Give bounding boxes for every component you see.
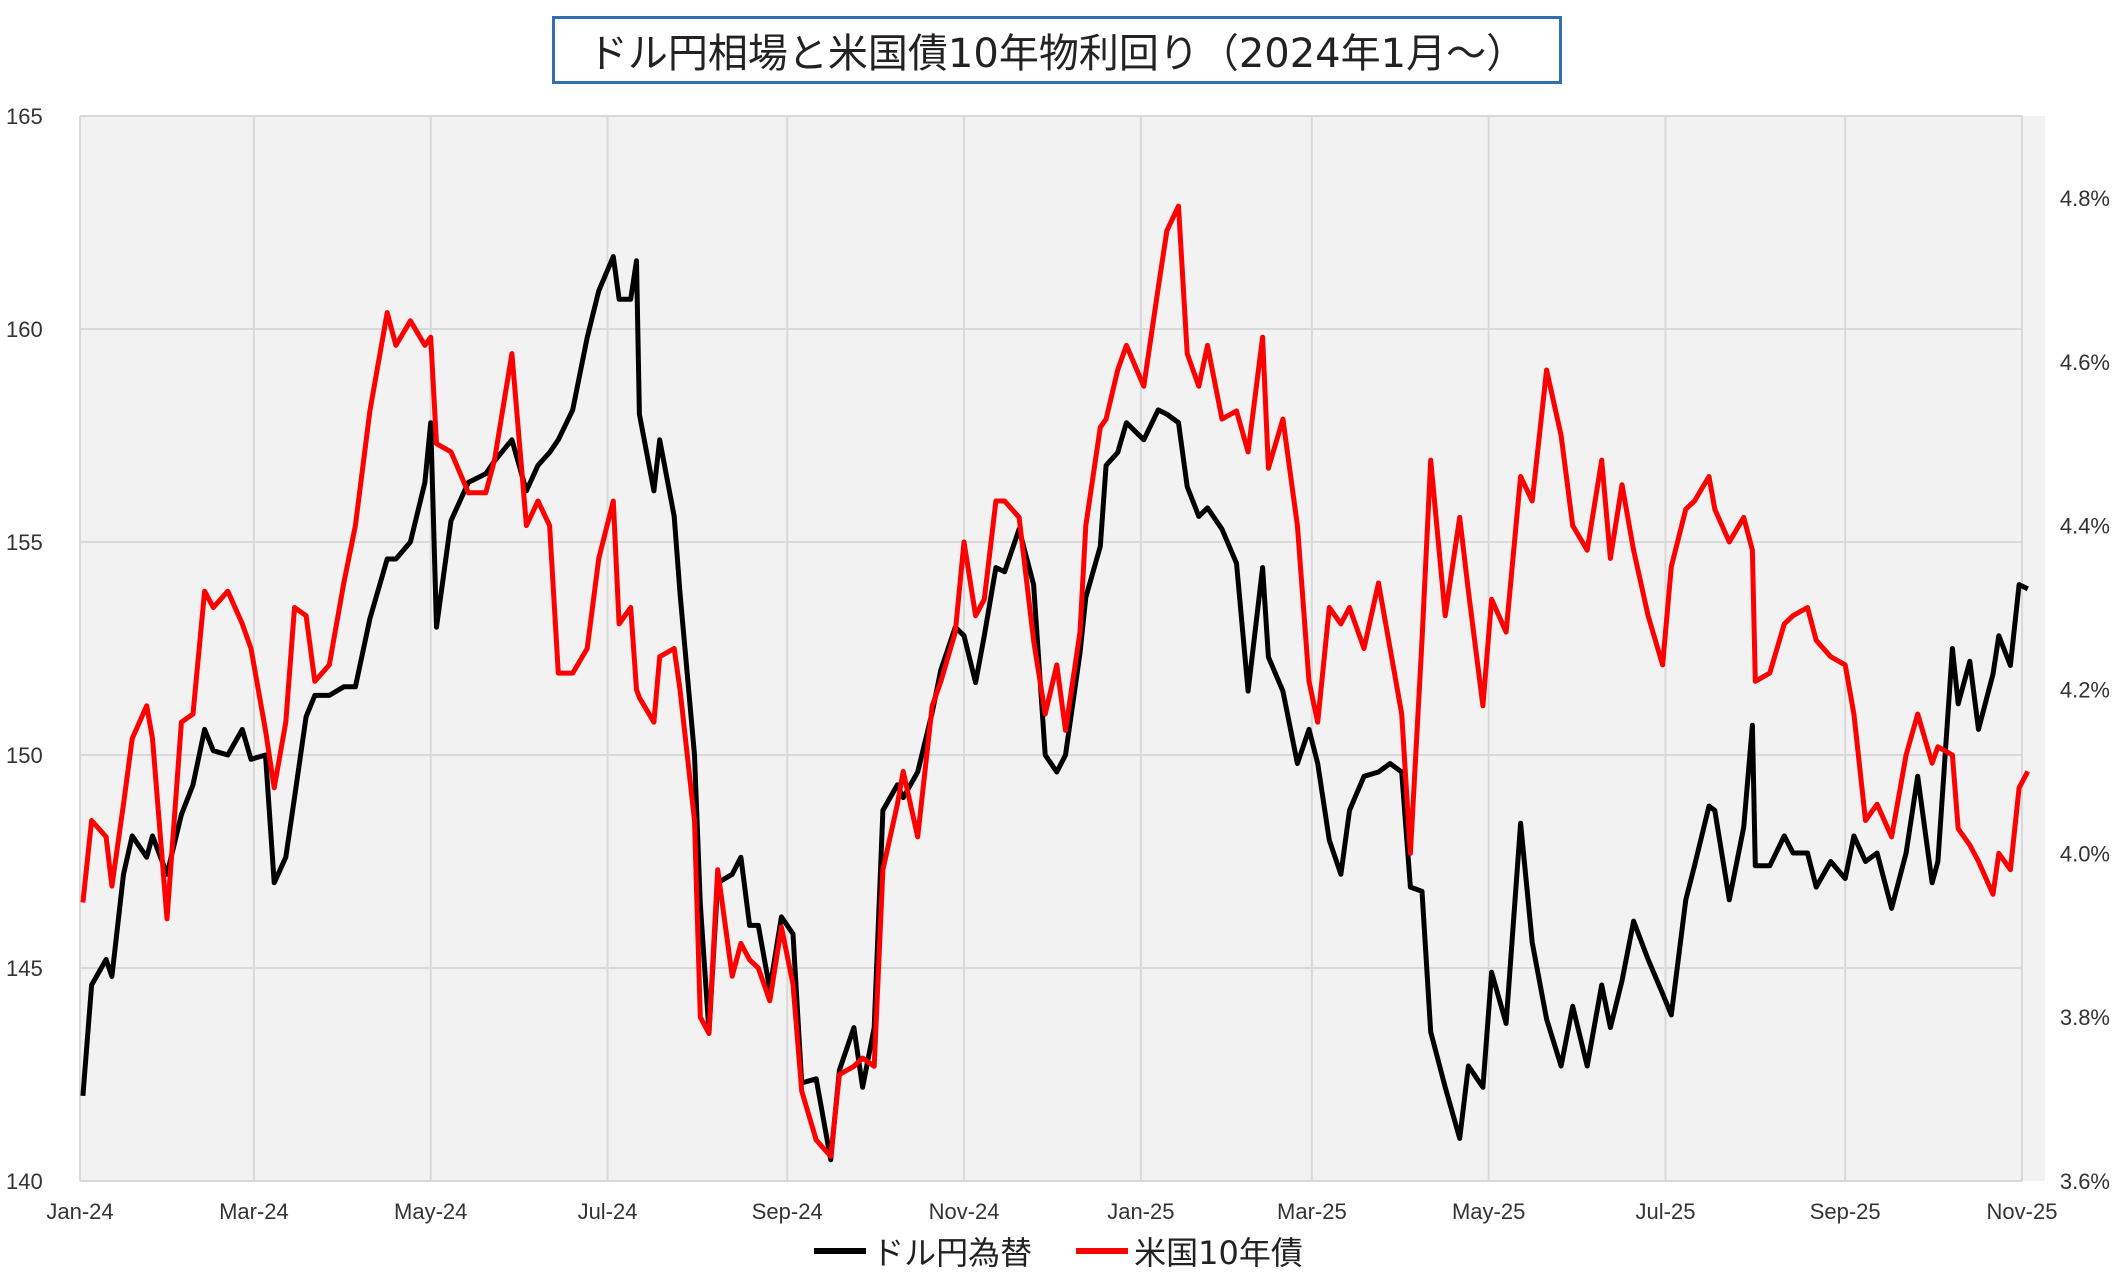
x-tick-label: Jul-25 — [1636, 1199, 1696, 1224]
y-left-tick-label: 165 — [6, 104, 43, 129]
y-right-tick-label: 4.4% — [2060, 514, 2110, 539]
x-tick-label: Mar-24 — [219, 1199, 289, 1224]
y-right-tick-label: 4.2% — [2060, 677, 2110, 702]
y-left-tick-label: 140 — [6, 1169, 43, 1194]
x-tick-label: Nov-24 — [929, 1199, 1000, 1224]
y-left-tick-label: 145 — [6, 956, 43, 981]
series-lines — [80, 203, 2031, 1163]
right-axis-tick-labels: 3.6% 3.8% 4.0% 4.2% 4.4% 4.6% 4.8% — [2060, 186, 2110, 1194]
x-tick-label: Jan-24 — [46, 1199, 113, 1224]
y-right-tick-label: 3.8% — [2060, 1005, 2110, 1030]
y-left-tick-label: 160 — [6, 317, 43, 342]
x-tick-label: Mar-25 — [1277, 1199, 1347, 1224]
legend-swatch-us10y — [1076, 1248, 1129, 1254]
chart-title: ドル円相場と米国債10年物利回り（2024年1月～） — [552, 16, 1562, 84]
x-tick-label: Jul-24 — [578, 1199, 638, 1224]
left-axis-tick-labels: 140 145 150 155 160 165 — [6, 104, 43, 1194]
legend: ドル円為替 米国10年債 — [0, 1228, 2117, 1274]
x-tick-label: May-25 — [1452, 1199, 1525, 1224]
y-right-tick-label: 4.0% — [2060, 841, 2110, 866]
legend-label-usdjpy: ドル円為替 — [872, 1234, 1033, 1272]
x-axis-tick-labels: Jan-24 Mar-24 May-24 Jul-24 Sep-24 Nov-24 Jan-… — [46, 1199, 2057, 1224]
plot-area-background — [80, 116, 2045, 1181]
legend-swatch-usdjpy — [814, 1248, 867, 1254]
x-tick-label: Sep-25 — [1810, 1199, 1881, 1224]
x-tick-label: Jan-25 — [1107, 1199, 1174, 1224]
y-left-tick-label: 155 — [6, 530, 43, 555]
y-left-tick-label: 150 — [6, 743, 43, 768]
series-line-usdjpy — [80, 254, 2029, 1163]
x-tick-label: Sep-24 — [752, 1199, 823, 1224]
x-tick-label: May-24 — [394, 1199, 467, 1224]
x-tick-label: Nov-25 — [1987, 1199, 2058, 1224]
chart-title-text: ドル円相場と米国債10年物利回り（2024年1月～） — [587, 31, 1527, 77]
legend-item-us10y: 米国10年債 — [1076, 1228, 1303, 1274]
y-right-tick-label: 4.8% — [2060, 186, 2110, 211]
legend-label-us10y: 米国10年債 — [1134, 1234, 1303, 1272]
series-line-us10y — [80, 203, 2031, 1159]
y-right-tick-label: 3.6% — [2060, 1169, 2110, 1194]
legend-item-usdjpy: ドル円為替 — [814, 1228, 1032, 1274]
y-right-tick-label: 4.6% — [2060, 350, 2110, 375]
